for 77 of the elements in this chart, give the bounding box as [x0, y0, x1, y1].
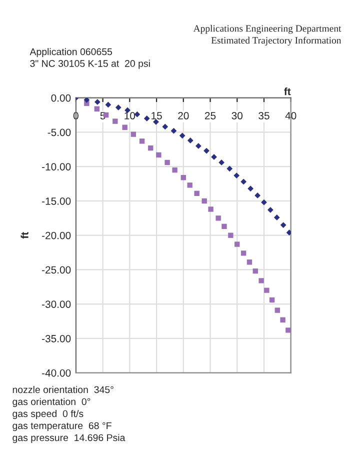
y-tick-label: 0.00 [51, 94, 71, 102]
point [234, 172, 240, 178]
point [148, 145, 154, 151]
point [84, 98, 90, 103]
point [286, 328, 291, 333]
point [252, 268, 258, 274]
point [179, 132, 186, 139]
y-tick-label: -30.00 [42, 300, 71, 308]
point [280, 317, 286, 322]
point [94, 106, 100, 112]
text: gas temperature 68 °F [12, 422, 112, 432]
point [115, 104, 122, 110]
x-tick-label: 35 [258, 112, 270, 120]
point [211, 154, 217, 160]
point [208, 206, 214, 212]
x-tick-label: 15 [152, 112, 162, 120]
point [170, 128, 177, 134]
point [94, 99, 100, 105]
point [222, 224, 227, 229]
y-tick-label: -40.00 [42, 369, 71, 377]
point [216, 216, 221, 221]
point [246, 260, 252, 265]
point [218, 160, 224, 166]
point [234, 242, 240, 247]
point [187, 182, 192, 188]
point [156, 152, 162, 158]
point [274, 308, 280, 313]
point [122, 124, 128, 130]
text: gas pressure 14.696 Psia [12, 434, 126, 444]
x-axis-title: ft [284, 88, 291, 96]
text: gas orientation 0° [12, 398, 90, 408]
point [164, 160, 170, 166]
x-tick-label: 20 [178, 112, 189, 120]
x-tick-label: 10 [124, 112, 136, 120]
x-tick-label: 40 [285, 112, 296, 120]
point [202, 198, 207, 204]
point [248, 186, 254, 192]
point [258, 278, 264, 284]
point [187, 138, 194, 144]
text: gas speed 0 ft/s [12, 410, 84, 420]
text: nozzle orientation 345° [12, 386, 114, 394]
point [144, 116, 150, 122]
point [264, 288, 270, 293]
point [254, 192, 260, 198]
y-tick-label: -5.00 [48, 128, 71, 136]
point [172, 167, 178, 173]
point [204, 148, 210, 154]
point [267, 206, 274, 213]
text: 3" NC 30105 K-15 at 20 psi [30, 60, 150, 69]
point [194, 190, 200, 196]
point [228, 232, 234, 238]
point [261, 199, 267, 206]
point [240, 178, 247, 185]
y-tick-label: -35.00 [42, 334, 71, 342]
text: Application 060655 [30, 48, 112, 58]
y-tick-label: -15.00 [42, 197, 71, 205]
point [240, 250, 246, 256]
point [269, 297, 275, 303]
text: Estimated Trajectory Information [211, 36, 342, 46]
y-axis-title: ft [20, 232, 28, 239]
y-tick-label: -25.00 [42, 266, 71, 274]
point [226, 166, 233, 172]
point [130, 132, 136, 137]
point [180, 174, 186, 180]
point [195, 143, 202, 149]
point [105, 102, 112, 108]
x-tick-label: 30 [232, 112, 243, 120]
point [286, 230, 291, 236]
text: Applications Engineering Department [193, 24, 342, 34]
point [162, 124, 168, 130]
point [112, 118, 118, 124]
point [139, 138, 145, 144]
y-tick-label: -20.00 [42, 232, 71, 240]
x-tick-label: 25 [204, 112, 216, 120]
point [274, 214, 280, 220]
y-tick-label: -10.00 [42, 163, 71, 170]
point [280, 222, 286, 228]
